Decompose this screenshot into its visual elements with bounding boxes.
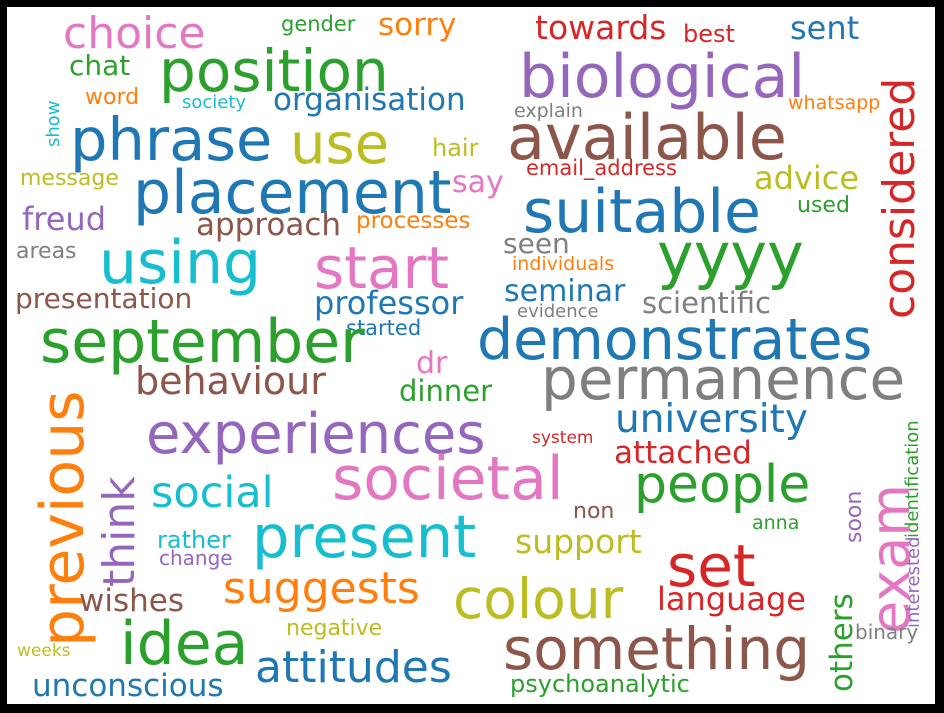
word-presentation: presentation [15,282,193,315]
word-suitable: suitable [523,177,761,247]
word-evidence: evidence [517,301,599,322]
word-system: system [532,428,594,448]
word-seminar: seminar [504,274,626,309]
word-advice: advice [754,159,860,197]
word-start: start [314,234,450,302]
word-suggests: suggests [223,563,420,614]
word-using: using [99,228,262,298]
word-email-address: email_address [526,156,677,180]
word-approach: approach [196,207,342,243]
word-unconscious: unconscious [32,668,224,704]
word-sorry: sorry [378,7,457,43]
word-september: september [40,307,365,377]
word-individuals: individuals [512,253,615,275]
word-soon: soon [842,490,867,543]
word-dr: dr [416,346,448,381]
word-permanence: permanence [541,345,906,413]
word-negative: negative [286,616,383,641]
word-biological: biological [519,42,806,112]
word-society: society [182,92,247,113]
word-change: change [159,546,233,570]
word-think: think [94,476,145,587]
word-support: support [515,522,642,561]
word-present: present [252,502,477,571]
word-non: non [573,499,615,524]
word-message: message [20,166,119,191]
word-started: started [346,316,422,340]
word-others: others [824,593,860,692]
word-use: use [290,112,390,177]
word-language: language [657,580,806,618]
word-something: something [503,615,811,683]
word-binary: binary [855,620,919,644]
word-processes: processes [356,208,471,234]
word-behaviour: behaviour [135,359,326,403]
word-wishes: wishes [79,583,184,619]
word-sent: sent [790,9,860,47]
word-hair: hair [432,134,479,162]
word-attitudes: attitudes [255,642,452,693]
word-experiences: experiences [146,402,486,467]
word-psychoanalytic: psychoanalytic [510,670,690,698]
word-available: available [507,101,787,174]
word-university: university [615,397,808,442]
word-whatsapp: whatsapp [788,92,881,114]
word-considered: considered [874,77,925,319]
word-say: say [452,165,504,200]
word-phrase: phrase [70,105,273,174]
word-set: set [667,532,756,600]
word-choice: choice [63,8,206,59]
word-dinner: dinner [399,374,492,408]
word-societal: societal [332,444,564,514]
word-demonstrates: demonstrates [477,307,873,373]
word-freud: freud [22,200,106,238]
word-chat: chat [69,49,131,82]
word-show: show [43,100,64,147]
word-idea: idea [120,609,249,679]
word-organisation: organisation [273,82,466,118]
word-attached: attached [614,435,752,471]
word-word: word [85,85,140,110]
word-explain: explain [514,100,583,122]
word-colour: colour [453,567,624,631]
word-used: used [797,193,850,218]
word-best: best [683,20,735,48]
word-social: social [151,468,274,518]
word-interested: interested [903,536,924,628]
word-seen: seen [503,227,570,260]
word-scientific: scientific [642,286,771,320]
word-anna: anna [752,512,800,534]
word-professor: professor [314,284,464,322]
word-weeks: weeks [17,641,71,661]
word-areas: areas [16,239,77,264]
word-rather: rather [157,526,231,554]
word-placement: placement [133,158,452,228]
word-yyyy: yyyy [657,219,804,292]
word-people: people [634,455,811,515]
word-gender: gender [281,12,356,36]
word-towards: towards [535,8,667,47]
word-position: position [159,37,389,105]
word-cloud: choice gender sorry towards best sent po… [7,7,935,704]
